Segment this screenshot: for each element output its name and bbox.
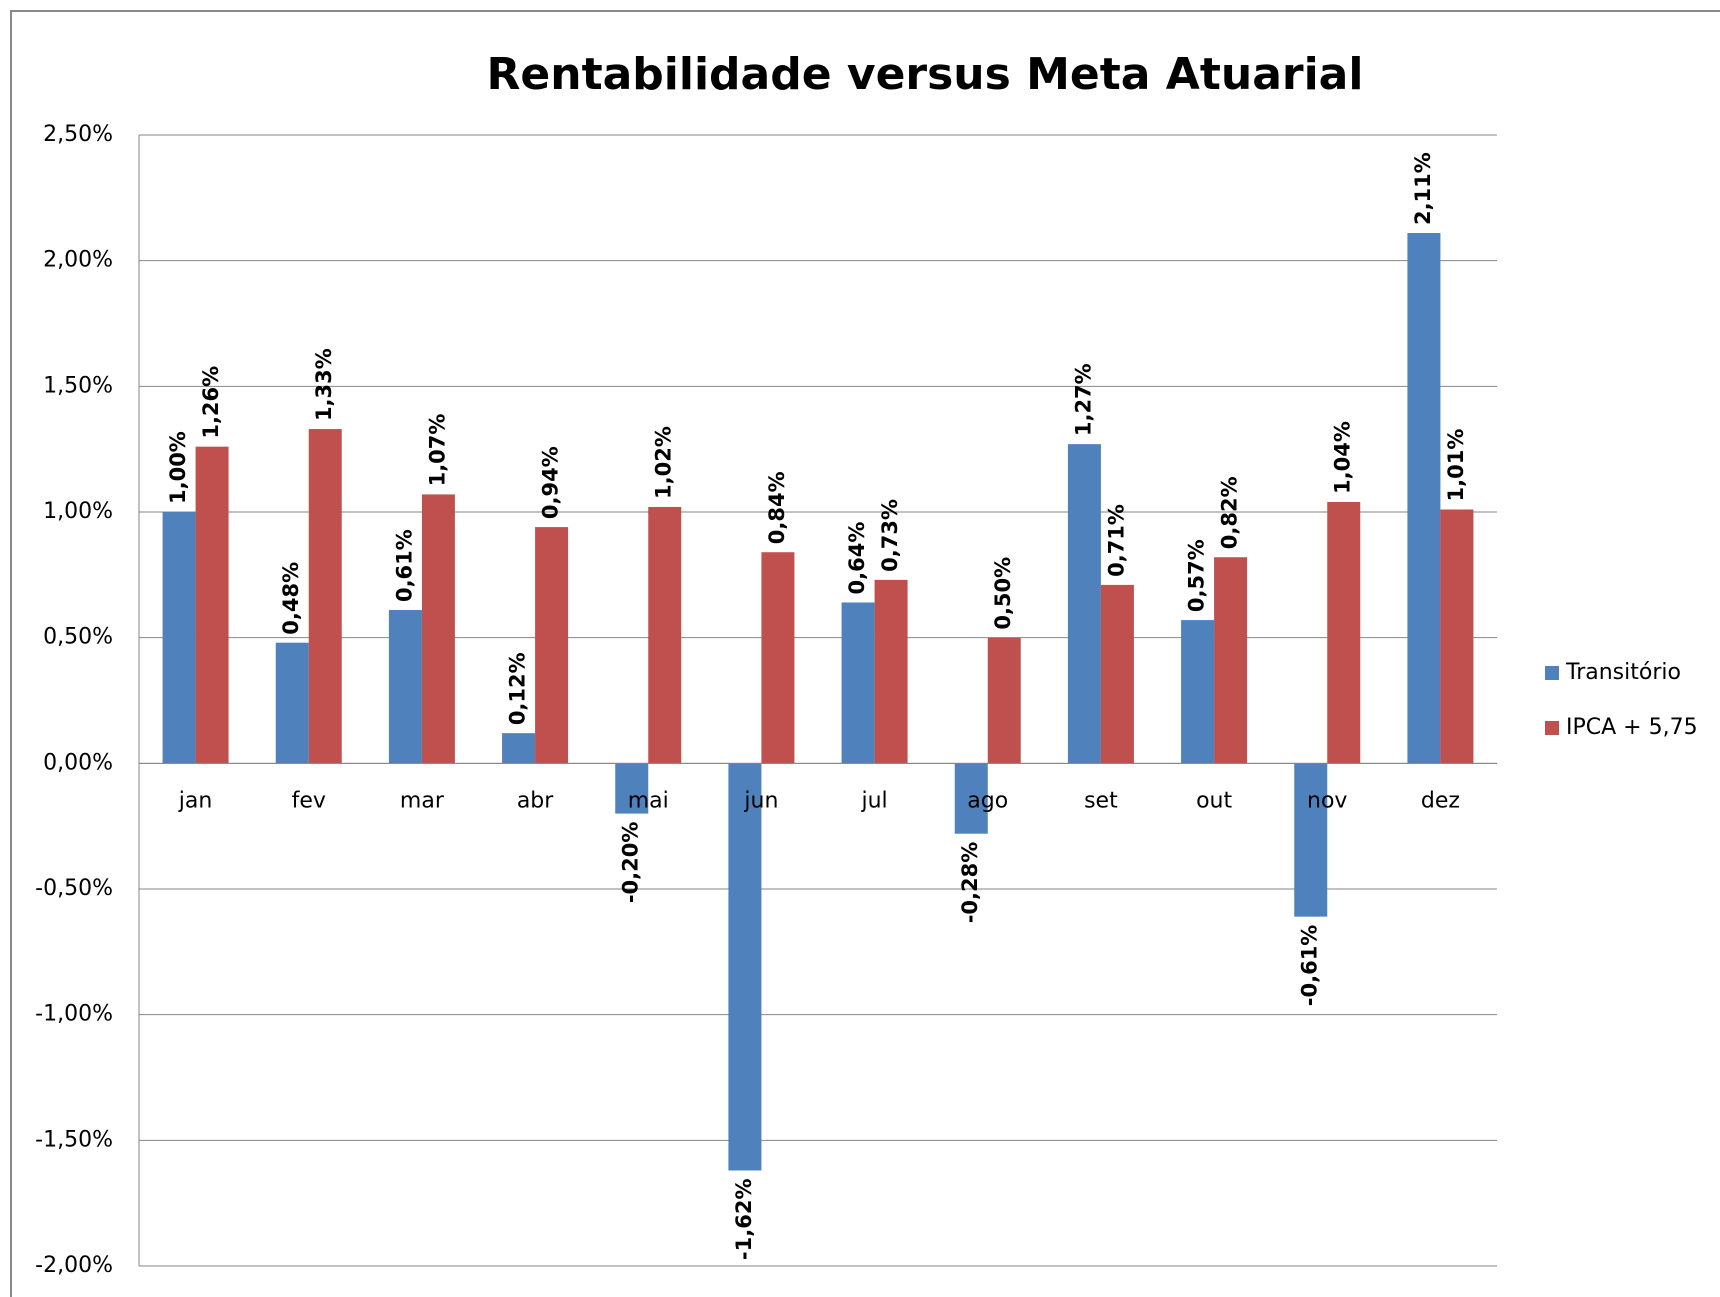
frame bbox=[10, 10, 1720, 1297]
bar bbox=[728, 763, 762, 1171]
bar bbox=[1440, 509, 1474, 764]
bar bbox=[502, 733, 536, 764]
bar bbox=[1181, 620, 1215, 764]
data-label: 0,82% bbox=[1218, 476, 1242, 549]
y-tick-label: -1,00% bbox=[35, 1002, 113, 1027]
data-label: 0,94% bbox=[539, 446, 563, 519]
y-tick-label: -2,00% bbox=[35, 1253, 113, 1278]
bar bbox=[1407, 233, 1441, 764]
data-label: -0,20% bbox=[619, 822, 643, 904]
data-label: 0,57% bbox=[1185, 539, 1209, 612]
data-label: 1,01% bbox=[1444, 429, 1468, 502]
bar bbox=[841, 602, 875, 764]
y-tick-label: -1,50% bbox=[35, 1127, 113, 1152]
bar bbox=[162, 512, 196, 764]
x-tick-label: nov bbox=[1307, 788, 1347, 813]
y-tick-label: 2,50% bbox=[43, 122, 113, 147]
bar bbox=[535, 527, 569, 764]
data-label: 1,27% bbox=[1071, 363, 1095, 436]
bar bbox=[195, 446, 229, 764]
x-tick-label: mai bbox=[628, 788, 669, 813]
bar bbox=[648, 506, 682, 764]
data-label: 1,07% bbox=[425, 414, 449, 487]
x-tick-label: mar bbox=[400, 788, 445, 813]
bar bbox=[874, 579, 908, 764]
data-label: -0,28% bbox=[958, 842, 982, 924]
bar bbox=[1067, 444, 1101, 764]
data-label: 0,50% bbox=[991, 557, 1015, 630]
legend-swatch bbox=[1545, 666, 1559, 680]
x-tick-label: set bbox=[1084, 788, 1118, 813]
x-tick-label: fev bbox=[292, 788, 326, 813]
data-label: 0,48% bbox=[279, 562, 303, 635]
data-label: 0,73% bbox=[878, 499, 902, 572]
bar bbox=[954, 763, 988, 834]
bar bbox=[1294, 763, 1328, 917]
y-tick-label: 1,50% bbox=[43, 373, 113, 398]
data-label: 0,64% bbox=[845, 522, 869, 595]
data-label: 0,61% bbox=[392, 529, 416, 602]
data-label: -1,62% bbox=[732, 1178, 756, 1260]
x-tick-label: ago bbox=[967, 788, 1008, 813]
data-label: 1,00% bbox=[166, 431, 190, 504]
data-label: 2,11% bbox=[1411, 152, 1435, 225]
bar bbox=[308, 429, 342, 764]
y-tick-label: -0,50% bbox=[35, 876, 113, 901]
y-tick-label: 1,00% bbox=[43, 499, 113, 524]
chart-title: Rentabilidade versus Meta Atuarial bbox=[487, 49, 1364, 100]
bar bbox=[761, 552, 795, 764]
x-tick-label: abr bbox=[517, 788, 554, 813]
data-label: 1,26% bbox=[199, 366, 223, 439]
bar bbox=[1214, 557, 1248, 764]
data-label: 0,71% bbox=[1104, 504, 1128, 577]
y-tick-label: 0,50% bbox=[43, 625, 113, 650]
bar bbox=[421, 494, 455, 764]
data-label: 0,84% bbox=[765, 471, 789, 544]
x-tick-label: jul bbox=[860, 788, 887, 813]
x-tick-label: jun bbox=[743, 788, 778, 813]
legend-label: Transitório bbox=[1565, 660, 1681, 685]
y-tick-label: 0,00% bbox=[43, 750, 113, 775]
bar bbox=[1327, 501, 1361, 764]
y-tick-label: 2,00% bbox=[43, 248, 113, 273]
x-tick-label: jan bbox=[178, 788, 213, 813]
data-label: 1,02% bbox=[652, 426, 676, 499]
bar bbox=[615, 763, 649, 814]
data-label: -0,61% bbox=[1298, 925, 1322, 1007]
legend-label: IPCA + 5,75 bbox=[1566, 715, 1698, 740]
bar bbox=[987, 637, 1021, 764]
x-tick-label: out bbox=[1196, 788, 1232, 813]
bar bbox=[388, 610, 422, 764]
x-tick-label: dez bbox=[1421, 788, 1460, 813]
data-label: 0,12% bbox=[506, 652, 530, 725]
data-label: 1,33% bbox=[312, 348, 336, 421]
legend-swatch bbox=[1545, 721, 1559, 735]
bar bbox=[275, 642, 309, 764]
bar bbox=[1100, 584, 1134, 764]
data-label: 1,04% bbox=[1331, 421, 1355, 494]
